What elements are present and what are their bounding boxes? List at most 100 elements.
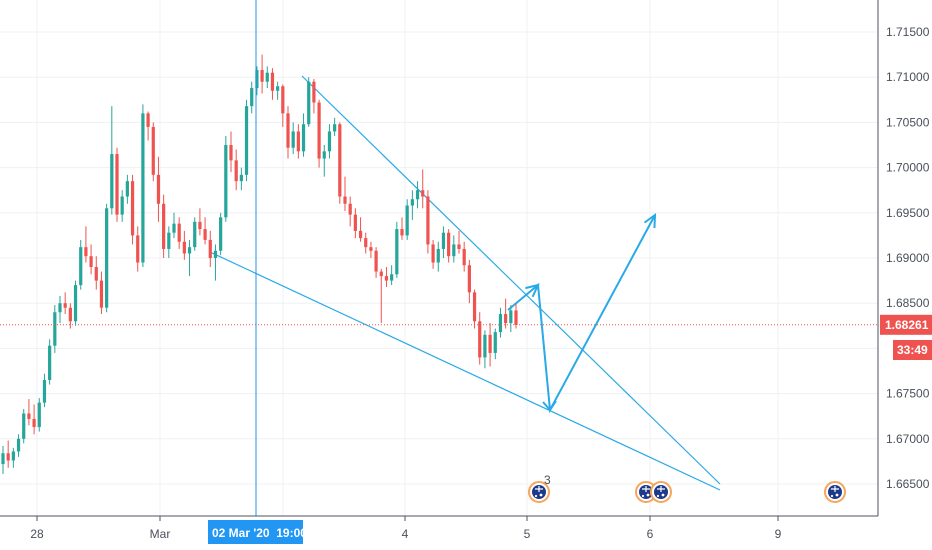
candle xyxy=(22,408,26,444)
candle xyxy=(276,81,280,100)
x-tick-label: 4 xyxy=(402,527,409,541)
candle xyxy=(115,147,119,222)
candle xyxy=(338,122,342,204)
candle xyxy=(369,241,373,258)
candle xyxy=(509,305,513,333)
candle xyxy=(431,239,435,269)
candle xyxy=(151,122,155,182)
y-tick-label: 1.67000 xyxy=(886,432,930,446)
y-tick-label: 1.67500 xyxy=(886,387,930,401)
crosshair-time-label: 02 Mar '20 19:00 xyxy=(212,526,307,540)
candle xyxy=(177,217,181,249)
candle xyxy=(301,113,306,157)
x-tick-label: 9 xyxy=(775,527,782,541)
candle xyxy=(208,230,212,268)
x-axis-panel[interactable] xyxy=(0,516,932,550)
candle xyxy=(162,194,166,258)
candle xyxy=(322,145,326,177)
candle xyxy=(193,217,197,251)
candle xyxy=(255,66,259,96)
candle xyxy=(120,190,124,222)
projection-arrow[interactable] xyxy=(507,214,656,414)
arrow-head xyxy=(525,283,540,298)
event-count-badge: 3 xyxy=(544,473,551,487)
candle xyxy=(441,226,446,258)
y-tick-label: 1.70500 xyxy=(886,115,930,129)
candle xyxy=(53,305,57,353)
candle xyxy=(405,199,409,240)
candle xyxy=(364,232,368,254)
trendline[interactable] xyxy=(301,75,721,485)
candle xyxy=(327,124,332,159)
x-tick-label: 6 xyxy=(647,527,654,541)
candle xyxy=(447,229,451,263)
current-price-badge: 1.68261 33:49 xyxy=(880,314,932,360)
y-tick-label: 1.68500 xyxy=(886,296,930,310)
candle xyxy=(379,268,383,324)
candle xyxy=(213,244,218,281)
y-axis-panel[interactable] xyxy=(878,0,932,550)
economic-event-icon[interactable] xyxy=(635,481,657,503)
candle xyxy=(125,174,129,204)
candle xyxy=(452,235,456,263)
candle xyxy=(317,99,321,168)
candle xyxy=(426,190,430,254)
candle xyxy=(457,230,461,254)
candle xyxy=(94,256,98,290)
candle xyxy=(483,330,487,369)
candle xyxy=(244,99,249,182)
candle xyxy=(333,117,337,136)
candle xyxy=(374,247,378,278)
candle xyxy=(421,169,425,209)
candle xyxy=(224,135,228,222)
candle xyxy=(514,303,518,329)
candle xyxy=(498,307,503,338)
candle xyxy=(63,292,67,315)
event-markers[interactable]: 3 xyxy=(528,473,846,503)
economic-event-icon[interactable]: 3 xyxy=(528,473,551,503)
economic-event-icon[interactable] xyxy=(824,481,846,503)
x-axis-ticks: 28 Mar 4 5 6 9 xyxy=(30,516,782,541)
candle xyxy=(286,106,290,159)
candle xyxy=(198,208,202,236)
trendline[interactable] xyxy=(209,251,721,491)
candle xyxy=(504,298,508,329)
candle xyxy=(42,373,47,408)
candle xyxy=(203,217,207,245)
candle xyxy=(478,312,482,365)
y-axis-ticks: 1.71500 1.71000 1.70500 1.70000 1.69500 1.690… xyxy=(886,25,930,491)
candle xyxy=(37,398,41,432)
candle xyxy=(260,54,264,94)
candle xyxy=(141,104,145,268)
candle xyxy=(1,446,5,475)
current-price-label: 1.68261 xyxy=(885,318,929,332)
candle xyxy=(146,111,150,141)
candle xyxy=(312,79,316,114)
candle xyxy=(6,440,10,468)
candle xyxy=(493,328,497,360)
candle xyxy=(167,226,171,258)
candle xyxy=(234,149,238,191)
candle xyxy=(79,239,83,290)
candle xyxy=(27,399,31,426)
candle xyxy=(16,434,21,457)
candle xyxy=(281,84,285,127)
candle xyxy=(296,124,300,159)
candle xyxy=(415,181,420,209)
chart-drawings[interactable] xyxy=(209,75,721,491)
y-tick-label: 1.69500 xyxy=(886,206,930,220)
candle xyxy=(291,122,295,155)
candlestick-series xyxy=(1,54,518,475)
x-tick-label: Mar xyxy=(150,527,171,541)
arrow-head xyxy=(643,212,657,229)
candle xyxy=(436,241,440,272)
candle xyxy=(187,239,192,277)
candle xyxy=(229,131,233,173)
arrow-vertex xyxy=(542,400,557,412)
candle xyxy=(467,259,471,304)
candle xyxy=(11,447,15,468)
candle xyxy=(32,404,36,435)
economic-event-icon[interactable] xyxy=(650,481,672,503)
x-tick-label: 28 xyxy=(30,527,44,541)
